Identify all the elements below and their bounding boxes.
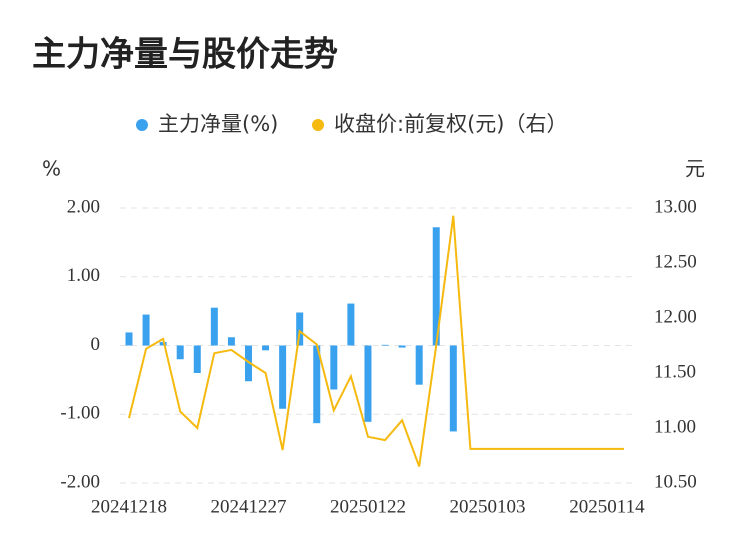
bar: [415, 345, 423, 385]
bar: [398, 345, 406, 348]
bar: [296, 312, 304, 346]
bar: [210, 307, 218, 346]
y2-tick-label: 13.00: [654, 196, 697, 217]
x-tick-label: 20250114: [569, 496, 645, 517]
bar: [364, 345, 372, 422]
x-tick-label: 20241227: [210, 496, 286, 517]
y2-tick-label: 10.50: [654, 471, 697, 492]
bar: [176, 345, 184, 360]
bar: [279, 345, 287, 409]
y-tick-label: 0: [91, 334, 101, 355]
bar: [381, 344, 389, 346]
legend-label: 主力净量(%): [158, 112, 278, 136]
bar: [449, 345, 457, 432]
bar: [142, 314, 150, 346]
legend-label: 收盘价:前复权(元)（右）: [334, 112, 567, 136]
bar: [330, 345, 338, 390]
bar: [347, 303, 355, 346]
y2-tick-label: 11.00: [654, 416, 696, 437]
bar: [432, 227, 440, 346]
y-tick-label: -2.00: [60, 471, 100, 492]
x-tick-label: 20250122: [330, 496, 406, 517]
chart-title: 主力净量与股价走势: [32, 35, 338, 75]
bar: [193, 345, 201, 373]
bar: [244, 345, 252, 382]
legend-marker: [312, 119, 324, 131]
bar: [262, 345, 270, 351]
y2-axis-unit: 元: [685, 157, 705, 181]
y-tick-label: -1.00: [60, 403, 100, 424]
y2-tick-label: 12.50: [654, 251, 697, 272]
bar: [125, 332, 133, 346]
bar: [227, 337, 235, 346]
y-axis-unit: %: [42, 157, 61, 181]
y-tick-label: 2.00: [67, 196, 100, 217]
x-tick-label: 20241218: [91, 496, 167, 517]
legend-marker: [136, 119, 148, 131]
y-tick-label: 1.00: [67, 265, 100, 286]
bar: [159, 342, 167, 346]
y2-tick-label: 12.00: [654, 306, 697, 327]
price-line: [128, 215, 624, 467]
x-tick-label: 20250103: [449, 496, 525, 517]
bar: [313, 345, 321, 424]
y2-tick-label: 11.50: [654, 361, 696, 382]
